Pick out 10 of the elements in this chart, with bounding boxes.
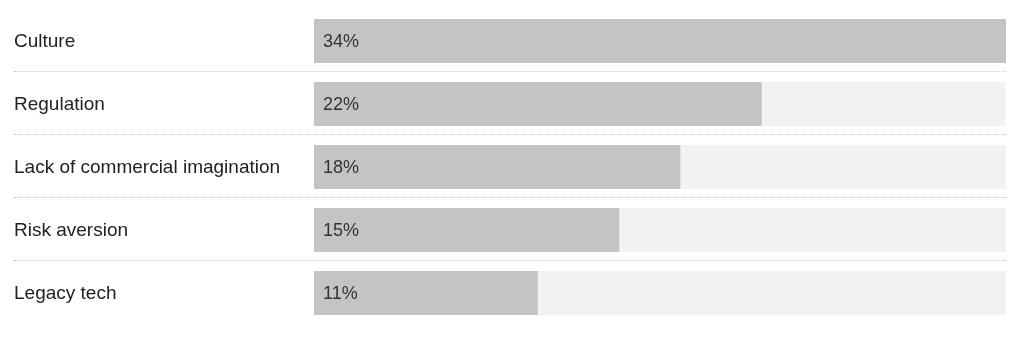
data-label: 15% xyxy=(323,220,360,241)
data-label: 22% xyxy=(323,94,360,115)
data-label: 34% xyxy=(323,31,360,52)
y-tick-label: Lack of commercial imagination xyxy=(14,156,281,178)
data-label: 18% xyxy=(323,157,360,178)
y-tick-label: Legacy tech xyxy=(14,282,117,304)
y-tick-label: Regulation xyxy=(14,93,105,115)
y-tick-label: Culture xyxy=(14,30,76,52)
data-label: 11% xyxy=(323,283,358,304)
y-tick-label: Risk aversion xyxy=(14,219,129,241)
